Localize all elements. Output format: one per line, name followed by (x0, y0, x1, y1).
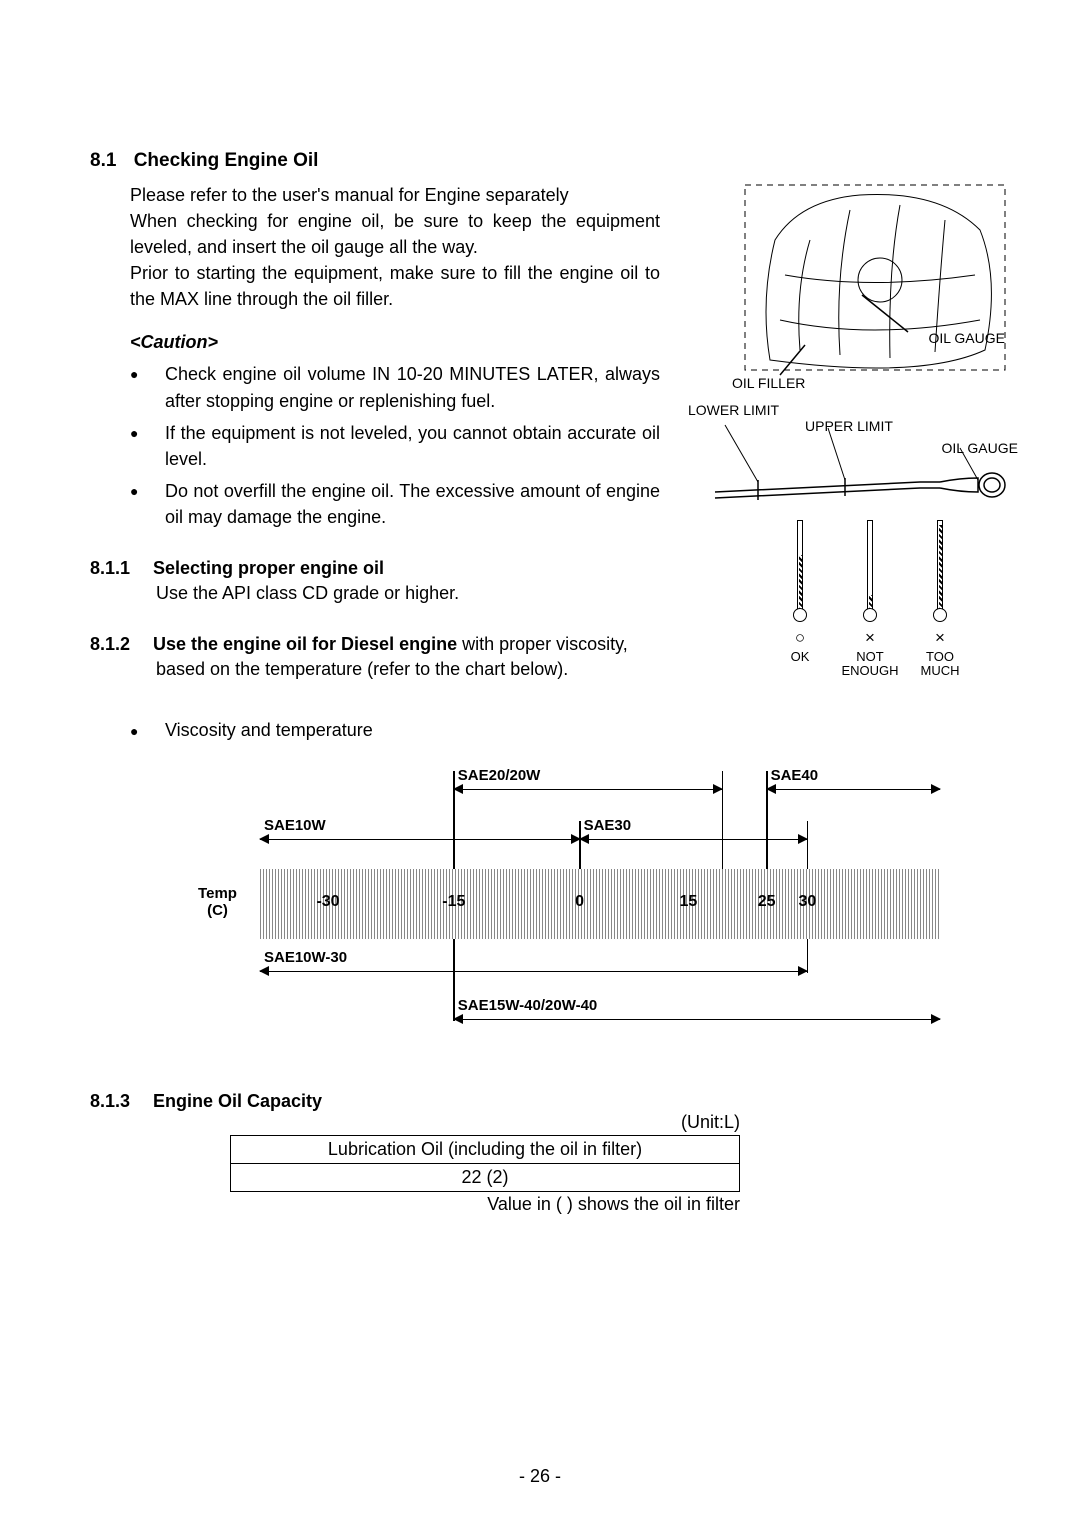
dipstick-label: TOOMUCH (921, 650, 960, 679)
dipstick-label: NOTENOUGH (841, 650, 898, 679)
viscosity-range-bar (579, 821, 581, 869)
caution-list: Check engine oil volume IN 10-20 MINUTES… (130, 361, 660, 530)
capacity-value: 22 (2) (231, 1164, 740, 1192)
viscosity-temp-tick: -15 (442, 893, 465, 911)
viscosity-range-label: SAE15W-40/20W-40 (458, 997, 597, 1014)
subsection-title: Selecting proper engine oil (153, 558, 384, 578)
dipstick-fill (939, 525, 942, 610)
subsection-title-bold: Use the engine oil for Diesel engine (153, 634, 457, 654)
viscosity-range-label: SAE10W-30 (264, 949, 347, 966)
viscosity-range-bar (453, 939, 455, 1021)
capacity-unit: (Unit:L) (230, 1112, 740, 1133)
dipstick-symbol: ○ (795, 628, 805, 648)
viscosity-range-label: SAE40 (771, 767, 819, 784)
subsection-heading: 8.1.2 Use the engine oil for Diesel engi… (90, 634, 690, 680)
viscosity-range-line (454, 789, 723, 790)
subsection-number: 8.1.3 (90, 1091, 148, 1112)
page-number: - 26 - (0, 1466, 1080, 1487)
viscosity-temp-tick: 25 (758, 893, 776, 911)
viscosity-range-line (767, 789, 940, 790)
subsection-title: Engine Oil Capacity (153, 1091, 322, 1111)
viscosity-range-label: SAE10W (264, 817, 326, 834)
oil-filler-label: OIL FILLER (732, 375, 805, 391)
dipstick-symbol: × (935, 628, 945, 648)
viscosity-range-line (454, 1019, 940, 1020)
section-number: 8.1 (90, 150, 116, 171)
viscosity-axis-label: Temp (C) (190, 885, 245, 920)
viscosity-range-label: SAE20/20W (458, 767, 541, 784)
viscosity-bullet: Viscosity and temperature (130, 720, 990, 741)
subsection-title-rest: with proper viscosity, (457, 634, 628, 654)
dipstick-bulb (863, 608, 877, 622)
dipstick-limits-diagram: LOWER LIMIT UPPER LIMIT OIL GAUGE (710, 400, 1010, 520)
viscosity-temp-tick: -30 (316, 893, 339, 911)
upper-limit-label: UPPER LIMIT (805, 418, 893, 434)
viscosity-chart: Temp (C) -30 -15 0 15 25 30 SAE20/20W SAE40 SAE1… (190, 761, 970, 1041)
intro-paragraph-1: Please refer to the user's manual for En… (130, 182, 660, 208)
subsection-number: 8.1.1 (90, 558, 148, 579)
caution-item: Do not overfill the engine oil. The exce… (130, 478, 660, 530)
viscosity-temp-tick: 30 (798, 893, 816, 911)
capacity-note: Value in ( ) shows the oil in filter (230, 1194, 740, 1215)
capacity-header: Lubrication Oil (including the oil in fi… (231, 1136, 740, 1164)
dipstick-bulb (933, 608, 947, 622)
viscosity-range-bar (807, 821, 809, 869)
dipstick-label: OK (791, 650, 810, 664)
subsection-body: based on the temperature (refer to the c… (156, 659, 690, 680)
engine-illustration (740, 180, 1010, 400)
intro-paragraph-3: Prior to starting the equipment, make su… (130, 260, 660, 312)
dipstick-symbol: × (865, 628, 875, 648)
subsection-heading: 8.1.3 Engine Oil Capacity (90, 1091, 990, 1112)
lower-limit-label: LOWER LIMIT (688, 402, 779, 418)
section-heading: 8.1 Checking Engine Oil (90, 150, 990, 172)
viscosity-temperature-band (260, 869, 940, 939)
subsection-number: 8.1.2 (90, 634, 148, 655)
capacity-table: Lubrication Oil (including the oil in fi… (230, 1135, 740, 1192)
dipstick-fill (799, 555, 802, 610)
viscosity-temp-tick: 15 (679, 893, 697, 911)
section-title: Checking Engine Oil (134, 150, 319, 171)
viscosity-range-line (260, 971, 807, 972)
viscosity-range-label: SAE30 (584, 817, 632, 834)
oil-gauge-label: OIL GAUGE (928, 330, 1005, 346)
caution-item: If the equipment is not leveled, you can… (130, 420, 660, 472)
viscosity-range-line (580, 839, 808, 840)
viscosity-temp-tick: 0 (575, 893, 584, 911)
engine-diagram: OIL GAUGE OIL FILLER (740, 180, 1010, 400)
caution-item: Check engine oil volume IN 10-20 MINUTES… (130, 361, 660, 413)
viscosity-range-line (260, 839, 580, 840)
oil-gauge-label: OIL GAUGE (941, 440, 1018, 456)
intro-paragraph-2: When checking for engine oil, be sure to… (130, 208, 660, 260)
oil-level-diagram: ○OK×NOTENOUGH×TOOMUCH (750, 520, 1010, 690)
dipstick-bulb (793, 608, 807, 622)
